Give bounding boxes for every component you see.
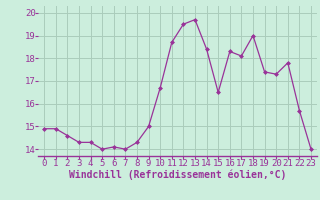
X-axis label: Windchill (Refroidissement éolien,°C): Windchill (Refroidissement éolien,°C) (69, 169, 286, 180)
